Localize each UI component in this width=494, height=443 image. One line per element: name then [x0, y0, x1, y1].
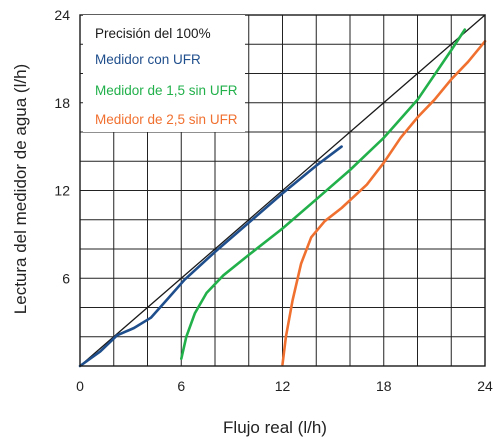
y-tick-label: 12	[54, 183, 70, 199]
series-line-2	[180, 28, 467, 361]
tick-labels: 0 6 12 18 24 6 12 18 24	[54, 7, 493, 394]
legend-label-2: Medidor de 1,5 sin UFR	[95, 83, 238, 98]
x-tick-label: 6	[177, 378, 185, 394]
x-tick-label: 24	[477, 378, 493, 394]
y-tick-label: 24	[54, 7, 70, 23]
x-tick-label: 18	[376, 378, 392, 394]
x-axis-title: Flujo real (l/h)	[223, 418, 327, 437]
series-line-1	[78, 145, 343, 368]
series-line-3	[281, 39, 487, 366]
x-tick-label: 12	[275, 378, 291, 394]
series-line-0	[79, 14, 486, 367]
legend-box	[83, 15, 245, 132]
y-axis-title: Lectura del medidor de agua (l/h)	[11, 64, 30, 314]
plot-frame	[79, 14, 486, 367]
x-tick-label: 0	[76, 378, 84, 394]
y-tick-label: 6	[62, 270, 70, 286]
grid	[80, 15, 485, 366]
legend: Precisión del 100% Medidor con UFR Medid…	[83, 15, 245, 132]
legend-label-0: Precisión del 100%	[95, 26, 211, 41]
y-tick-label: 18	[54, 95, 70, 111]
legend-label-1: Medidor con UFR	[95, 52, 201, 67]
series-lines	[78, 14, 487, 368]
legend-label-3: Medidor de 2,5 sin UFR	[95, 112, 238, 127]
